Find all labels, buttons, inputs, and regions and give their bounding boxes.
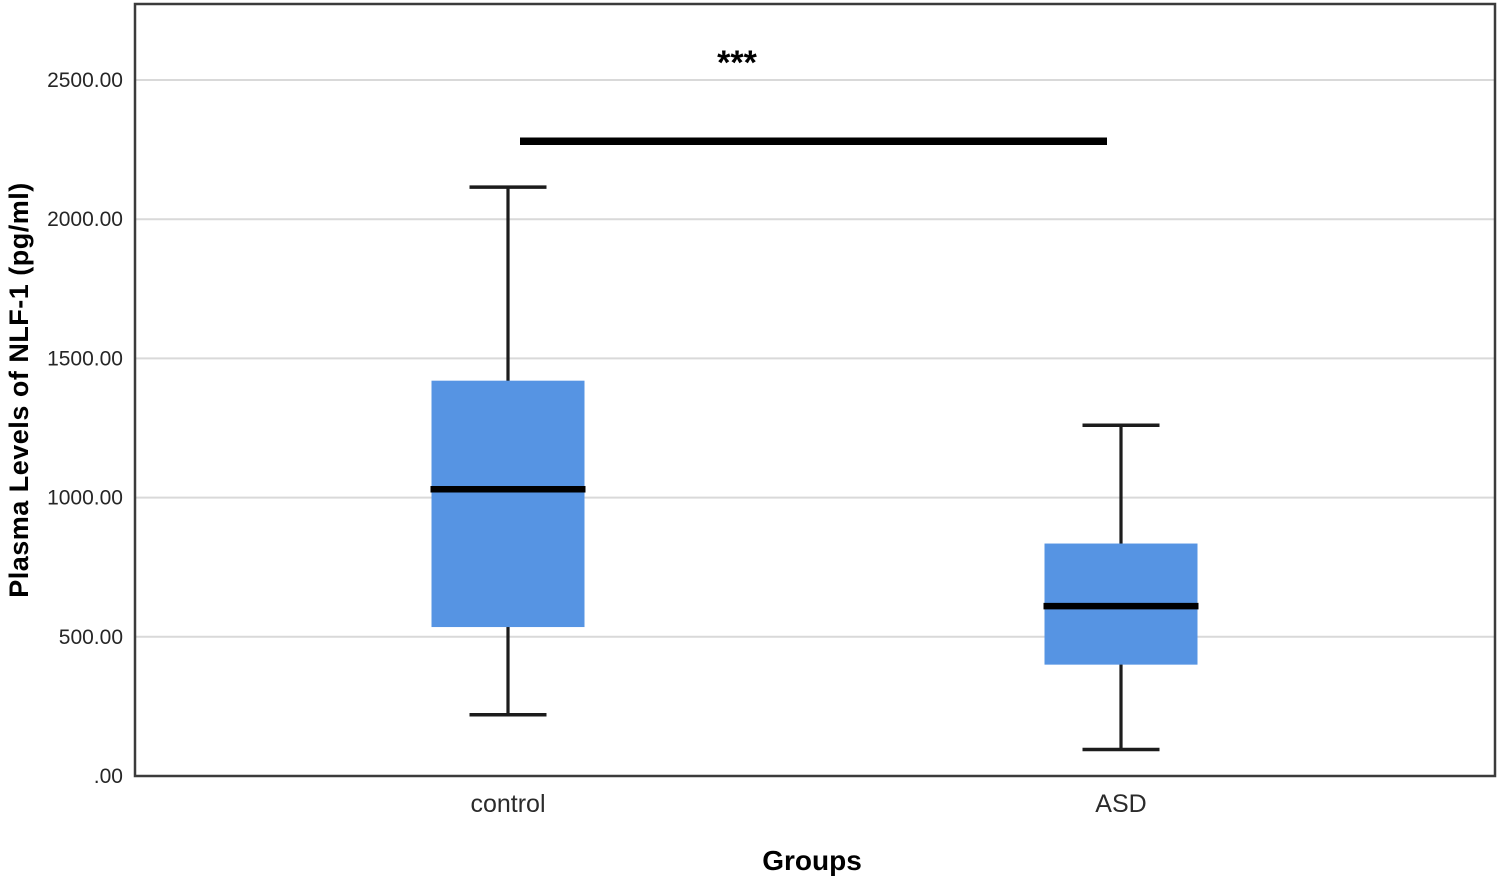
y-tick-label-500: 500.00 — [59, 626, 123, 649]
x-axis-title: Groups — [762, 845, 862, 876]
plot-frame — [133, 2, 1497, 778]
x-category-label-ASD: ASD — [1095, 790, 1146, 818]
x-category-label-control: control — [470, 790, 545, 818]
significance-stars: *** — [717, 44, 757, 82]
y-tick-label-2000: 2000.00 — [47, 208, 123, 231]
y-tick-label-2500: 2500.00 — [47, 69, 123, 92]
significance-bar — [520, 137, 1107, 146]
box-control — [431, 380, 585, 628]
y-tick-label-1500: 1500.00 — [47, 347, 123, 370]
y-tick-label-0: .00 — [94, 765, 123, 788]
y-tick-label-1000: 1000.00 — [47, 487, 123, 510]
